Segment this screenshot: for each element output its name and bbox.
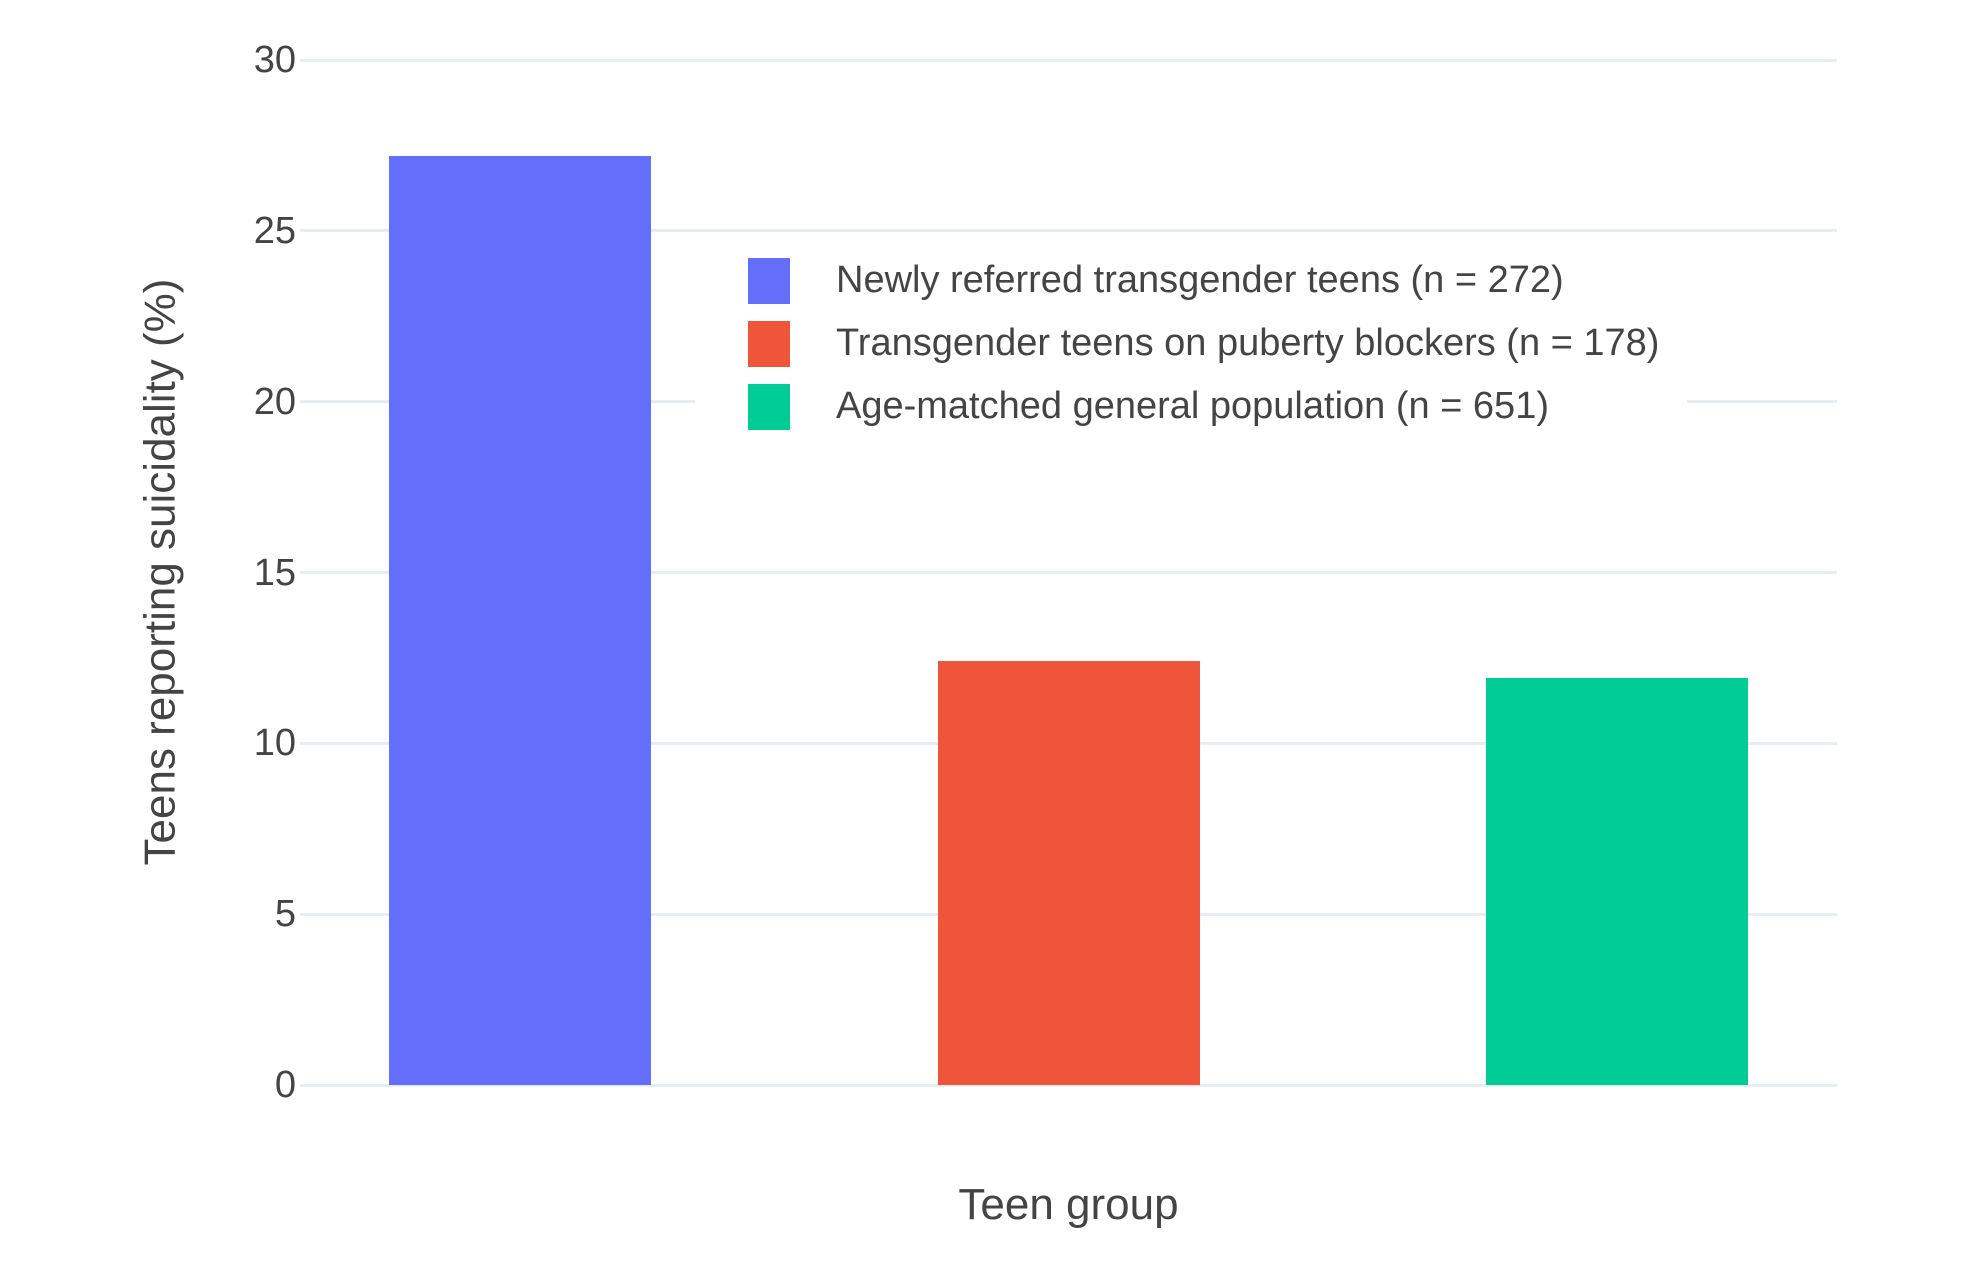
y-tick-label-20: 20 bbox=[253, 380, 296, 423]
gridline-y-15 bbox=[300, 571, 1837, 574]
x-axis-title: Teen group bbox=[958, 1180, 1179, 1229]
legend-label: Newly referred transgender teens (n = 27… bbox=[836, 259, 1564, 301]
legend-swatch-icon bbox=[748, 383, 790, 430]
gridline-y-25 bbox=[300, 229, 1837, 233]
legend-item-3[interactable]: Age-matched general population (n = 651) bbox=[748, 375, 1659, 438]
y-tick-label-30: 30 bbox=[253, 39, 296, 81]
legend-label: Age-matched general population (n = 651) bbox=[836, 385, 1549, 427]
y-tick-label-25: 25 bbox=[253, 209, 296, 252]
legend-swatch-icon bbox=[748, 257, 790, 304]
bar-3[interactable] bbox=[1486, 678, 1749, 1085]
legend-label: Transgender teens on puberty blockers (n… bbox=[836, 322, 1660, 364]
bar-2[interactable] bbox=[937, 661, 1200, 1085]
legend-item-1[interactable]: Newly referred transgender teens (n = 27… bbox=[748, 249, 1659, 312]
legend: Newly referred transgender teens (n = 27… bbox=[695, 245, 1688, 442]
gridline-y-30 bbox=[300, 58, 1837, 62]
y-tick-label-15: 15 bbox=[253, 551, 296, 594]
y-tick-label-10: 10 bbox=[253, 722, 296, 765]
legend-swatch-icon bbox=[748, 320, 790, 367]
legend-item-2[interactable]: Transgender teens on puberty blockers (n… bbox=[748, 312, 1659, 375]
y-tick-label-5: 5 bbox=[274, 893, 296, 936]
gridline-y-0 bbox=[300, 1083, 1837, 1087]
bar-1[interactable] bbox=[388, 155, 651, 1085]
y-tick-label-0: 0 bbox=[274, 1064, 296, 1106]
